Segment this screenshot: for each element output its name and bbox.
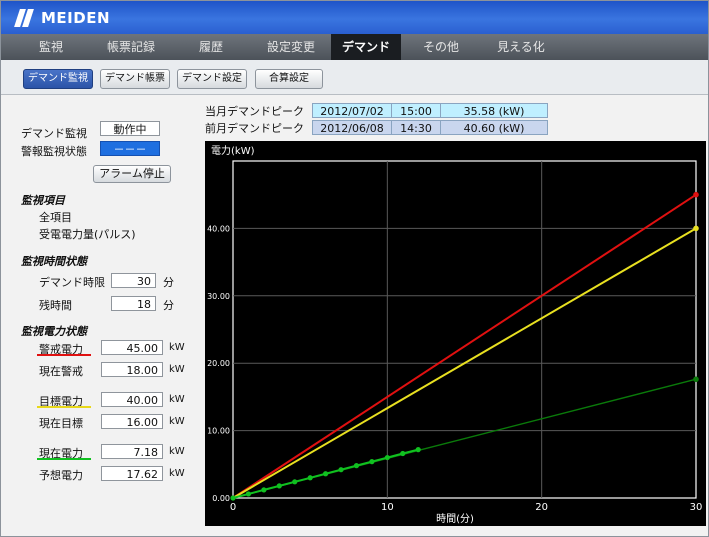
alarm-stop-button[interactable]: アラーム停止 bbox=[93, 165, 171, 183]
y-tick-label: 30.00 bbox=[207, 292, 230, 301]
current-point bbox=[323, 471, 329, 477]
this-month-peak-date: 2012/07/02 bbox=[312, 103, 392, 118]
current-point bbox=[292, 479, 298, 485]
tab-monitor[interactable]: 監視 bbox=[38, 40, 63, 54]
demand-monitor-status: 動作中 bbox=[100, 121, 160, 136]
current-power-label: 現在電力 bbox=[39, 447, 83, 460]
x-tick-label: 10 bbox=[381, 502, 394, 513]
last-month-peak-value: 40.60 (kW) bbox=[440, 120, 548, 135]
demand-chart-svg: 電力(kW) 時間(分) 0 10 20 30 0.00 10.00 20.00 30.00 4… bbox=[207, 144, 703, 525]
monitor-items-title: 監視項目 bbox=[21, 194, 65, 207]
current-warning-label: 現在警戒 bbox=[39, 365, 83, 378]
this-month-peak-value: 35.58 (kW) bbox=[440, 103, 548, 118]
target-power-value: 40.00 bbox=[101, 392, 163, 407]
demand-report-button[interactable]: デマンド帳票 bbox=[100, 69, 170, 89]
tab-report[interactable]: 帳票記録 bbox=[106, 40, 155, 54]
predicted-power-unit: kW bbox=[169, 468, 185, 479]
current-target-value: 16.00 bbox=[101, 414, 163, 429]
last-month-peak-date: 2012/06/08 bbox=[312, 120, 392, 135]
current-point bbox=[369, 459, 375, 465]
demand-settings-button[interactable]: デマンド設定 bbox=[177, 69, 247, 89]
remaining-time-label: 残時間 bbox=[39, 299, 72, 312]
target-power-label: 目標電力 bbox=[39, 395, 83, 408]
target-endpoint bbox=[693, 225, 699, 232]
warning-underline bbox=[37, 354, 91, 356]
tab-history[interactable]: 履歴 bbox=[198, 40, 223, 54]
current-point bbox=[276, 483, 282, 489]
tab-other[interactable]: その他 bbox=[422, 40, 459, 54]
x-tick-label: 0 bbox=[230, 502, 236, 513]
x-axis-label: 時間(分) bbox=[436, 513, 474, 525]
y-axis-label: 電力(kW) bbox=[211, 144, 255, 157]
warning-endpoint bbox=[693, 191, 699, 198]
monitor-items-all: 全項目 bbox=[39, 211, 72, 224]
current-underline bbox=[37, 458, 91, 460]
this-month-peak-time: 15:00 bbox=[391, 103, 441, 118]
meiden-logo-icon bbox=[14, 9, 35, 27]
current-target-label: 現在目標 bbox=[39, 417, 83, 430]
remaining-time-value: 18 bbox=[111, 296, 156, 311]
tab-settings[interactable]: 設定変更 bbox=[266, 40, 315, 54]
y-tick-label: 40.00 bbox=[207, 224, 230, 233]
meiden-logo: MEIDEN bbox=[14, 8, 111, 28]
remaining-time-unit: 分 bbox=[163, 299, 174, 312]
sub-toolbar: デマンド監視 デマンド帳票 デマンド設定 合算設定 bbox=[1, 60, 708, 95]
target-series-line bbox=[232, 227, 697, 499]
plot-frame bbox=[232, 160, 697, 499]
demand-monitor-button[interactable]: デマンド監視 bbox=[23, 69, 93, 89]
warning-power-value: 45.00 bbox=[101, 340, 163, 355]
current-point bbox=[415, 447, 421, 453]
current-power-value: 7.18 bbox=[101, 444, 163, 459]
warning-power-unit: kW bbox=[169, 342, 185, 353]
x-tick-label: 20 bbox=[535, 502, 548, 513]
last-month-peak-time: 14:30 bbox=[391, 120, 441, 135]
current-warning-unit: kW bbox=[169, 364, 185, 375]
predict-endpoint bbox=[693, 376, 699, 383]
current-target-unit: kW bbox=[169, 416, 185, 427]
y-tick-label: 0.00 bbox=[212, 494, 230, 503]
target-underline bbox=[37, 406, 91, 408]
current-point bbox=[353, 463, 360, 469]
last-month-peak-label: 前月デマンドピーク bbox=[205, 122, 304, 135]
current-warning-value: 18.00 bbox=[101, 362, 163, 377]
brand-name: MEIDEN bbox=[41, 9, 111, 27]
y-tick-label: 10.00 bbox=[207, 427, 230, 436]
current-point bbox=[400, 450, 406, 457]
predicted-power-label: 予想電力 bbox=[39, 469, 83, 482]
total-settings-button[interactable]: 合算設定 bbox=[255, 69, 323, 89]
current-point bbox=[261, 487, 267, 493]
title-bar: MEIDEN bbox=[1, 1, 708, 34]
current-point bbox=[338, 467, 344, 473]
tab-demand[interactable]: デマンド bbox=[331, 34, 401, 60]
demand-monitor-label: デマンド監視 bbox=[21, 127, 87, 140]
current-point bbox=[384, 454, 390, 461]
warning-series-line bbox=[232, 193, 697, 499]
predicted-power-value: 17.62 bbox=[101, 466, 163, 481]
demand-period-label: デマンド時限 bbox=[39, 276, 105, 289]
warning-power-label: 警戒電力 bbox=[39, 343, 83, 356]
target-power-unit: kW bbox=[169, 394, 185, 405]
demand-chart: 電力(kW) 時間(分) 0 10 20 30 0.00 10.00 20.00 30.00 4… bbox=[205, 141, 706, 526]
current-power-unit: kW bbox=[169, 446, 185, 457]
demand-period-unit: 分 bbox=[163, 276, 174, 289]
current-point bbox=[230, 495, 236, 501]
alarm-monitor-label: 警報監視状態 bbox=[21, 145, 87, 158]
time-status-title: 監視時間状態 bbox=[21, 255, 87, 268]
this-month-peak-label: 当月デマンドピーク bbox=[205, 105, 304, 118]
y-tick-label: 20.00 bbox=[207, 359, 230, 368]
demand-period-value: 30 bbox=[111, 273, 156, 288]
alarm-monitor-status: －－－ bbox=[100, 141, 160, 156]
current-point bbox=[307, 475, 313, 481]
main-nav: 監視 帳票記録 履歴 設定変更 デマンド その他 見える化 bbox=[1, 34, 708, 60]
tab-visualize[interactable]: 見える化 bbox=[497, 40, 545, 54]
monitor-items-pulse: 受電電力量(パルス) bbox=[39, 228, 136, 241]
current-point bbox=[245, 491, 252, 497]
power-status-title: 監視電力状態 bbox=[21, 325, 87, 338]
x-tick-label: 30 bbox=[690, 502, 703, 513]
